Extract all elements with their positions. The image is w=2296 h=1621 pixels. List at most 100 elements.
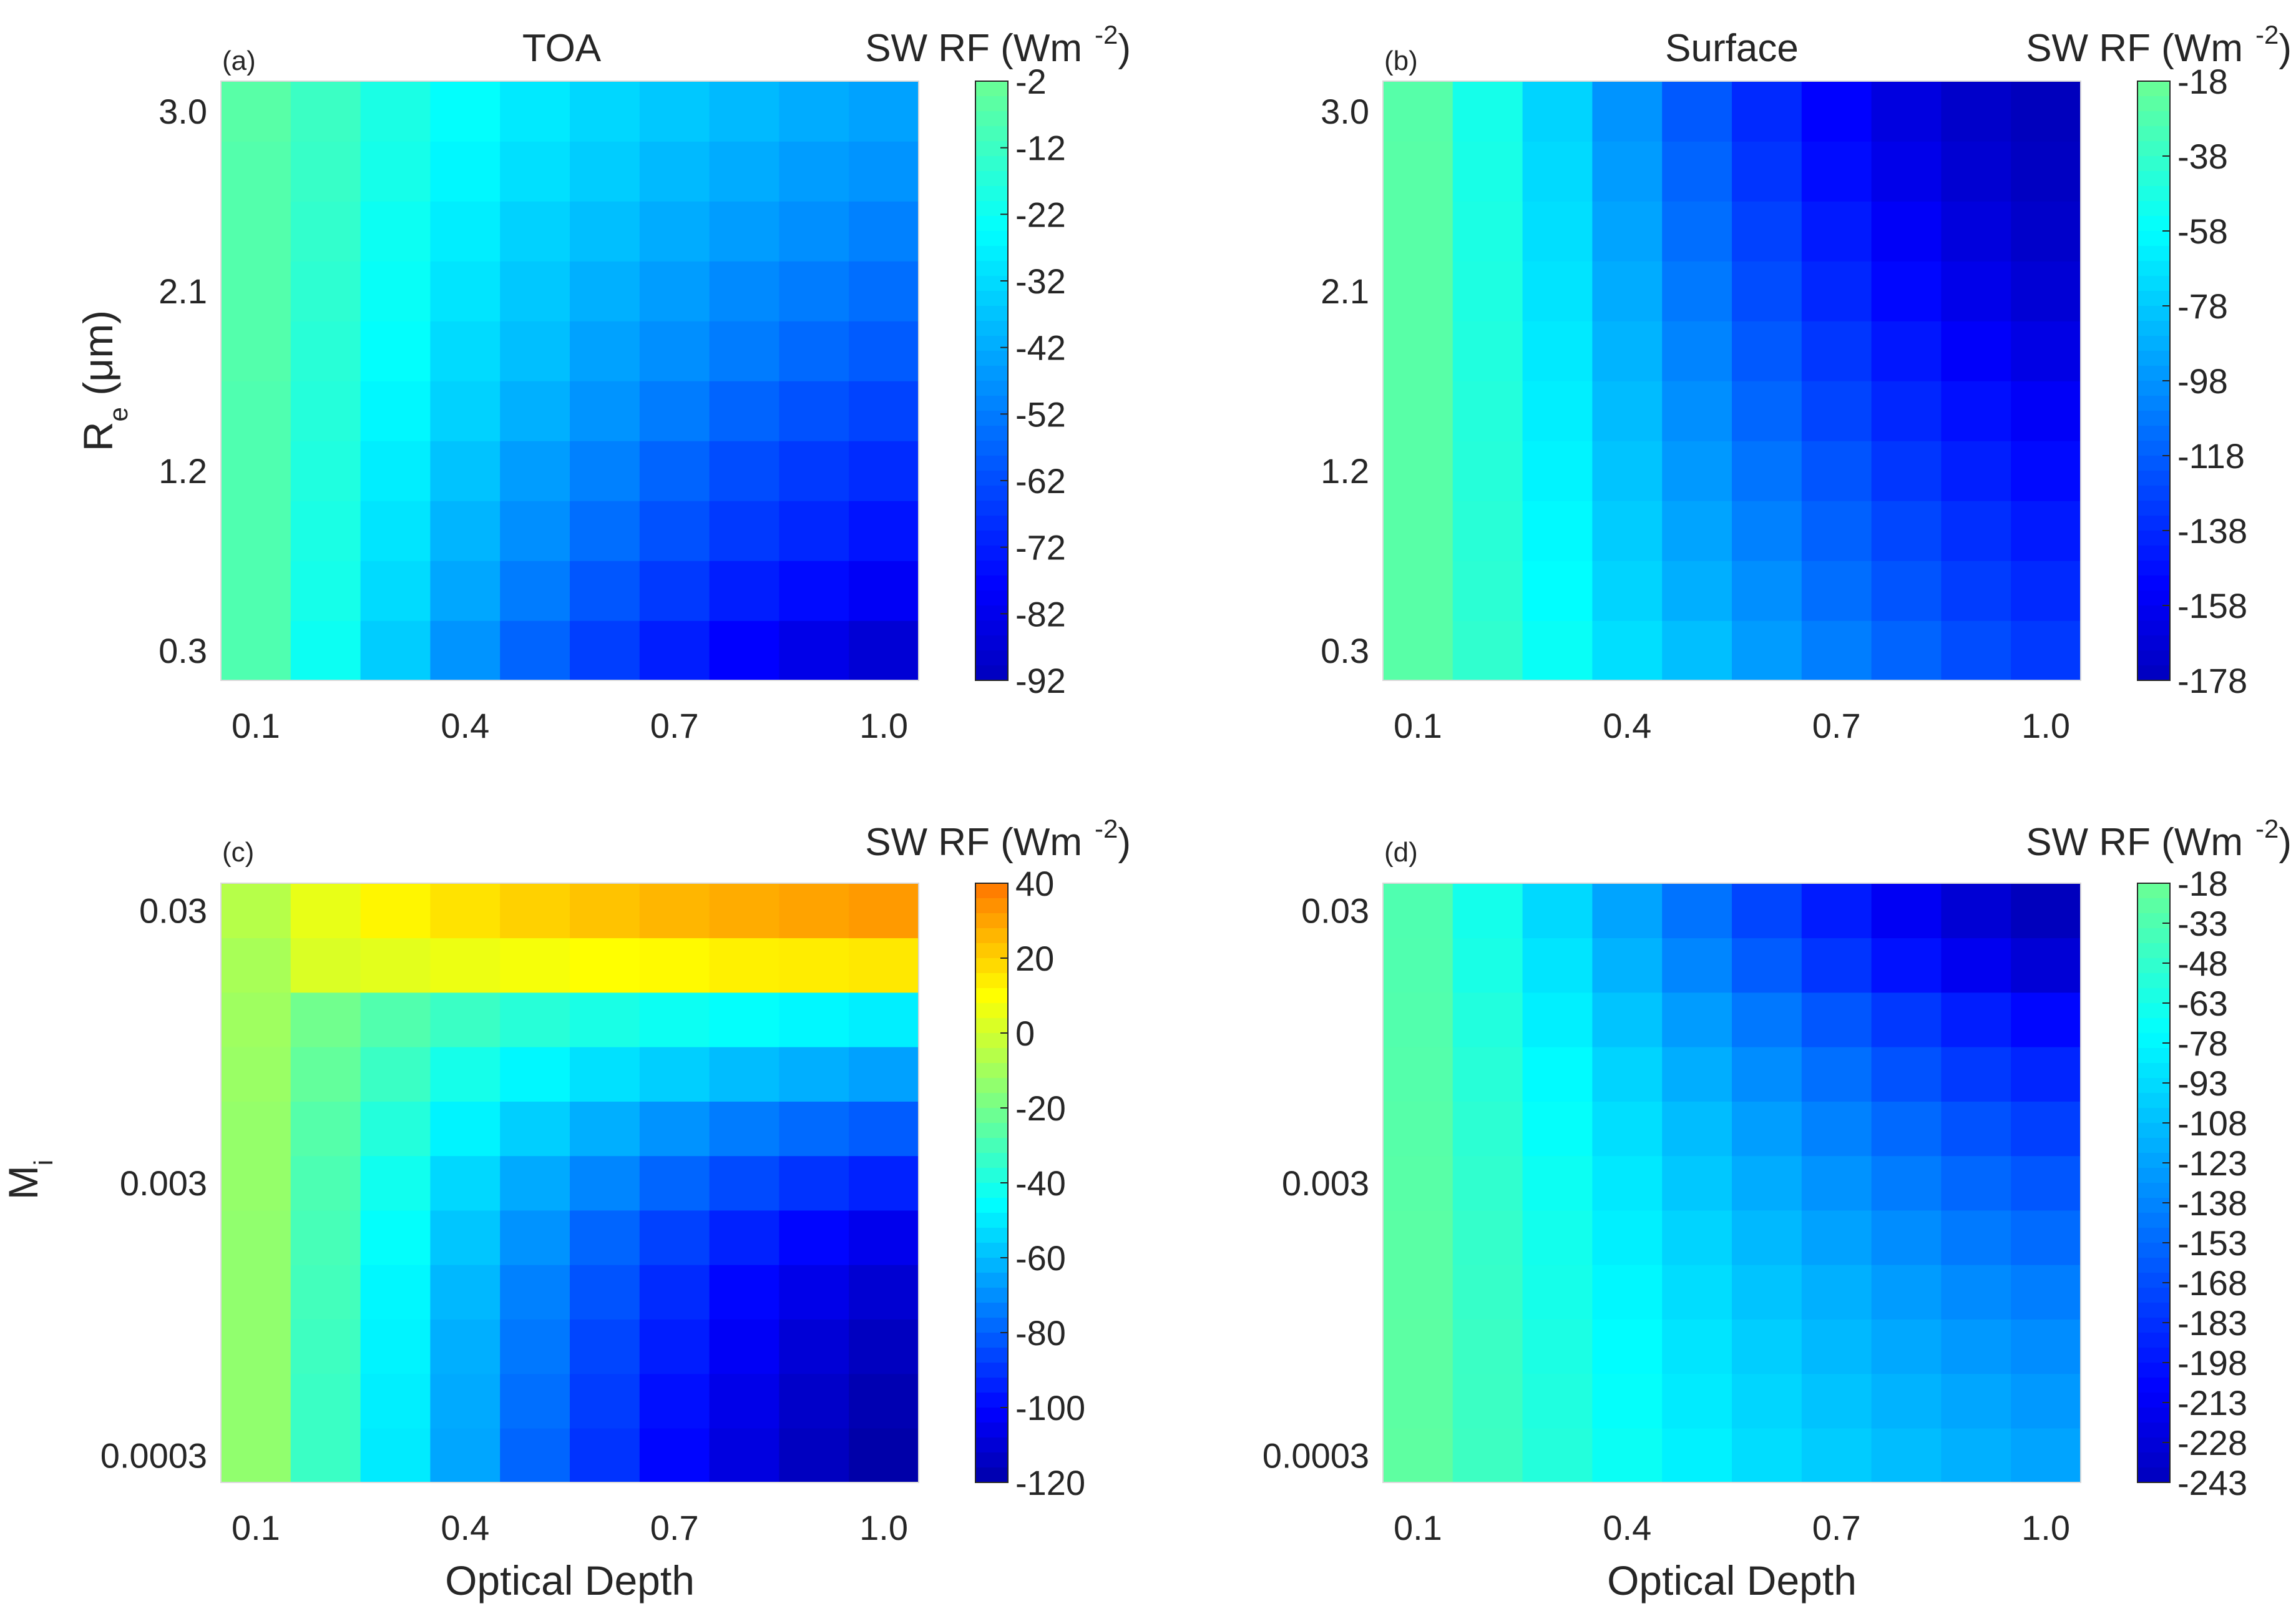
- heatmap-cell: [360, 992, 431, 1047]
- y-axis-label-main: M: [0, 1165, 46, 1200]
- x-ticks: 0.1 0.4 0.7 1.0: [1394, 1508, 2070, 1547]
- colorbar-label-close: ): [2279, 821, 2292, 864]
- heatmap-cell: [360, 201, 431, 262]
- panel-d: (d) SW RF (Wm -2) Optical Depth 0.1 0.4 0.7…: [1263, 814, 2292, 1604]
- heatmap-cell: [1662, 81, 1732, 142]
- heatmap-cell: [709, 261, 780, 321]
- heatmap-cell: [1801, 141, 1872, 202]
- heatmap-cell: [1941, 1319, 2011, 1374]
- colorbar-swatch: [975, 650, 1008, 666]
- heatmap-cell: [500, 992, 570, 1047]
- plot-frame: [1382, 883, 2081, 1483]
- heatmap-cell: [221, 141, 291, 202]
- colorbar-swatch: [2137, 351, 2170, 366]
- heatmap-cell: [570, 1101, 640, 1157]
- colorbar-swatch: [2137, 928, 2170, 944]
- colorbar-tick-label: -108: [2177, 1104, 2247, 1143]
- x-ticks: 0.1 0.4 0.7 1.0: [232, 706, 908, 745]
- colorbar-swatch: [975, 1093, 1008, 1109]
- heatmap-cell: [1941, 883, 2011, 939]
- colorbar-swatch: [2137, 575, 2170, 591]
- heatmap-cell: [1522, 1046, 1593, 1102]
- colorbar-swatch: [975, 96, 1008, 112]
- heatmap-cell: [2011, 441, 2081, 501]
- heatmap-cell: [500, 381, 570, 441]
- heatmap-cell: [1871, 261, 1942, 321]
- heatmap-cell: [1941, 1101, 2011, 1157]
- heatmap-cell: [1452, 1373, 1523, 1429]
- heatmap-cell: [430, 1155, 501, 1211]
- heatmap-cell: [639, 992, 710, 1047]
- heatmap-cell: [1522, 883, 1593, 939]
- heatmap-cell: [849, 938, 919, 993]
- heatmap-cell: [639, 141, 710, 202]
- heatmap-cell: [290, 381, 361, 441]
- heatmap-cell: [1871, 201, 1942, 262]
- panel-label: (d): [1384, 837, 1418, 868]
- colorbar-swatch: [975, 1138, 1008, 1153]
- heatmap-cell: [221, 81, 291, 142]
- heatmap-cell: [570, 81, 640, 142]
- heatmap-cell: [500, 321, 570, 381]
- heatmap-cell: [1662, 1264, 1732, 1320]
- heatmap-cell: [709, 321, 780, 381]
- colorbar-swatch: [2137, 943, 2170, 959]
- colorbar-tick-label: -118: [2177, 436, 2245, 476]
- heatmap-cell: [1592, 620, 1663, 681]
- colorbar-swatch: [2137, 1452, 2170, 1468]
- heatmap-cell: [570, 501, 640, 561]
- heatmap-cell: [570, 1373, 640, 1429]
- colorbar-swatch: [2137, 381, 2170, 396]
- x-axis-label: Optical Depth: [1607, 1557, 1857, 1604]
- heatmap-cell: [360, 501, 431, 561]
- heatmap-cell: [430, 1210, 501, 1265]
- heatmap-cell: [1662, 381, 1732, 441]
- heatmap-cell: [1732, 381, 1802, 441]
- colorbar-tick-label: -80: [1015, 1313, 1066, 1353]
- colorbar-swatch: [975, 561, 1008, 576]
- colorbar-swatch: [2137, 1183, 2170, 1198]
- colorbar-swatch: [2137, 1467, 2170, 1483]
- colorbar-swatch: [975, 486, 1008, 501]
- colorbar-swatch: [975, 291, 1008, 306]
- heatmap-cell: [1801, 561, 1872, 621]
- colorbar-tick-label: -20: [1015, 1089, 1066, 1128]
- colorbar-swatch: [975, 1437, 1008, 1453]
- colorbar-swatch: [975, 216, 1008, 232]
- colorbar-label-close: ): [1118, 27, 1131, 70]
- y-axis-label: Mi: [0, 1160, 58, 1200]
- heatmap-cell: [1732, 1101, 1802, 1157]
- heatmap-cell: [1592, 938, 1663, 993]
- colorbar-label-text: SW RF (Wm: [2026, 27, 2243, 70]
- heatmap-cell: [639, 620, 710, 681]
- x-tick-label: 0.7: [650, 1508, 699, 1547]
- heatmap-cell: [1801, 938, 1872, 993]
- colorbar-swatch: [2137, 186, 2170, 202]
- heatmap-cell: [1383, 561, 1453, 621]
- heatmap-cell: [1452, 201, 1523, 262]
- heatmap-cell: [1522, 561, 1593, 621]
- heatmap-cell: [1662, 441, 1732, 501]
- heatmap-cell: [779, 1101, 849, 1157]
- heatmap-cell: [709, 1428, 780, 1483]
- heatmap-cell: [779, 620, 849, 681]
- heatmap-cell: [709, 201, 780, 262]
- colorbar-swatch: [2137, 1138, 2170, 1153]
- heatmap-cell: [1592, 1319, 1663, 1374]
- heatmap-cell: [221, 1428, 291, 1483]
- heatmap-cells: [221, 81, 919, 681]
- heatmap-cell: [360, 620, 431, 681]
- colorbar-swatch: [2137, 1273, 2170, 1288]
- heatmap-cell: [1383, 992, 1453, 1047]
- colorbar-swatch: [2137, 216, 2170, 232]
- y-tick-label: 0.0003: [1263, 1436, 1369, 1475]
- heatmap-cell: [779, 81, 849, 142]
- heatmap-cell: [360, 938, 431, 993]
- colorbar-label-close: ): [2279, 27, 2292, 70]
- heatmap-cell: [1732, 321, 1802, 381]
- heatmap-cell: [709, 81, 780, 142]
- colorbar-swatch: [2137, 321, 2170, 336]
- heatmap-cell: [1662, 1428, 1732, 1483]
- colorbar-swatch: [2137, 141, 2170, 157]
- heatmap-cell: [570, 938, 640, 993]
